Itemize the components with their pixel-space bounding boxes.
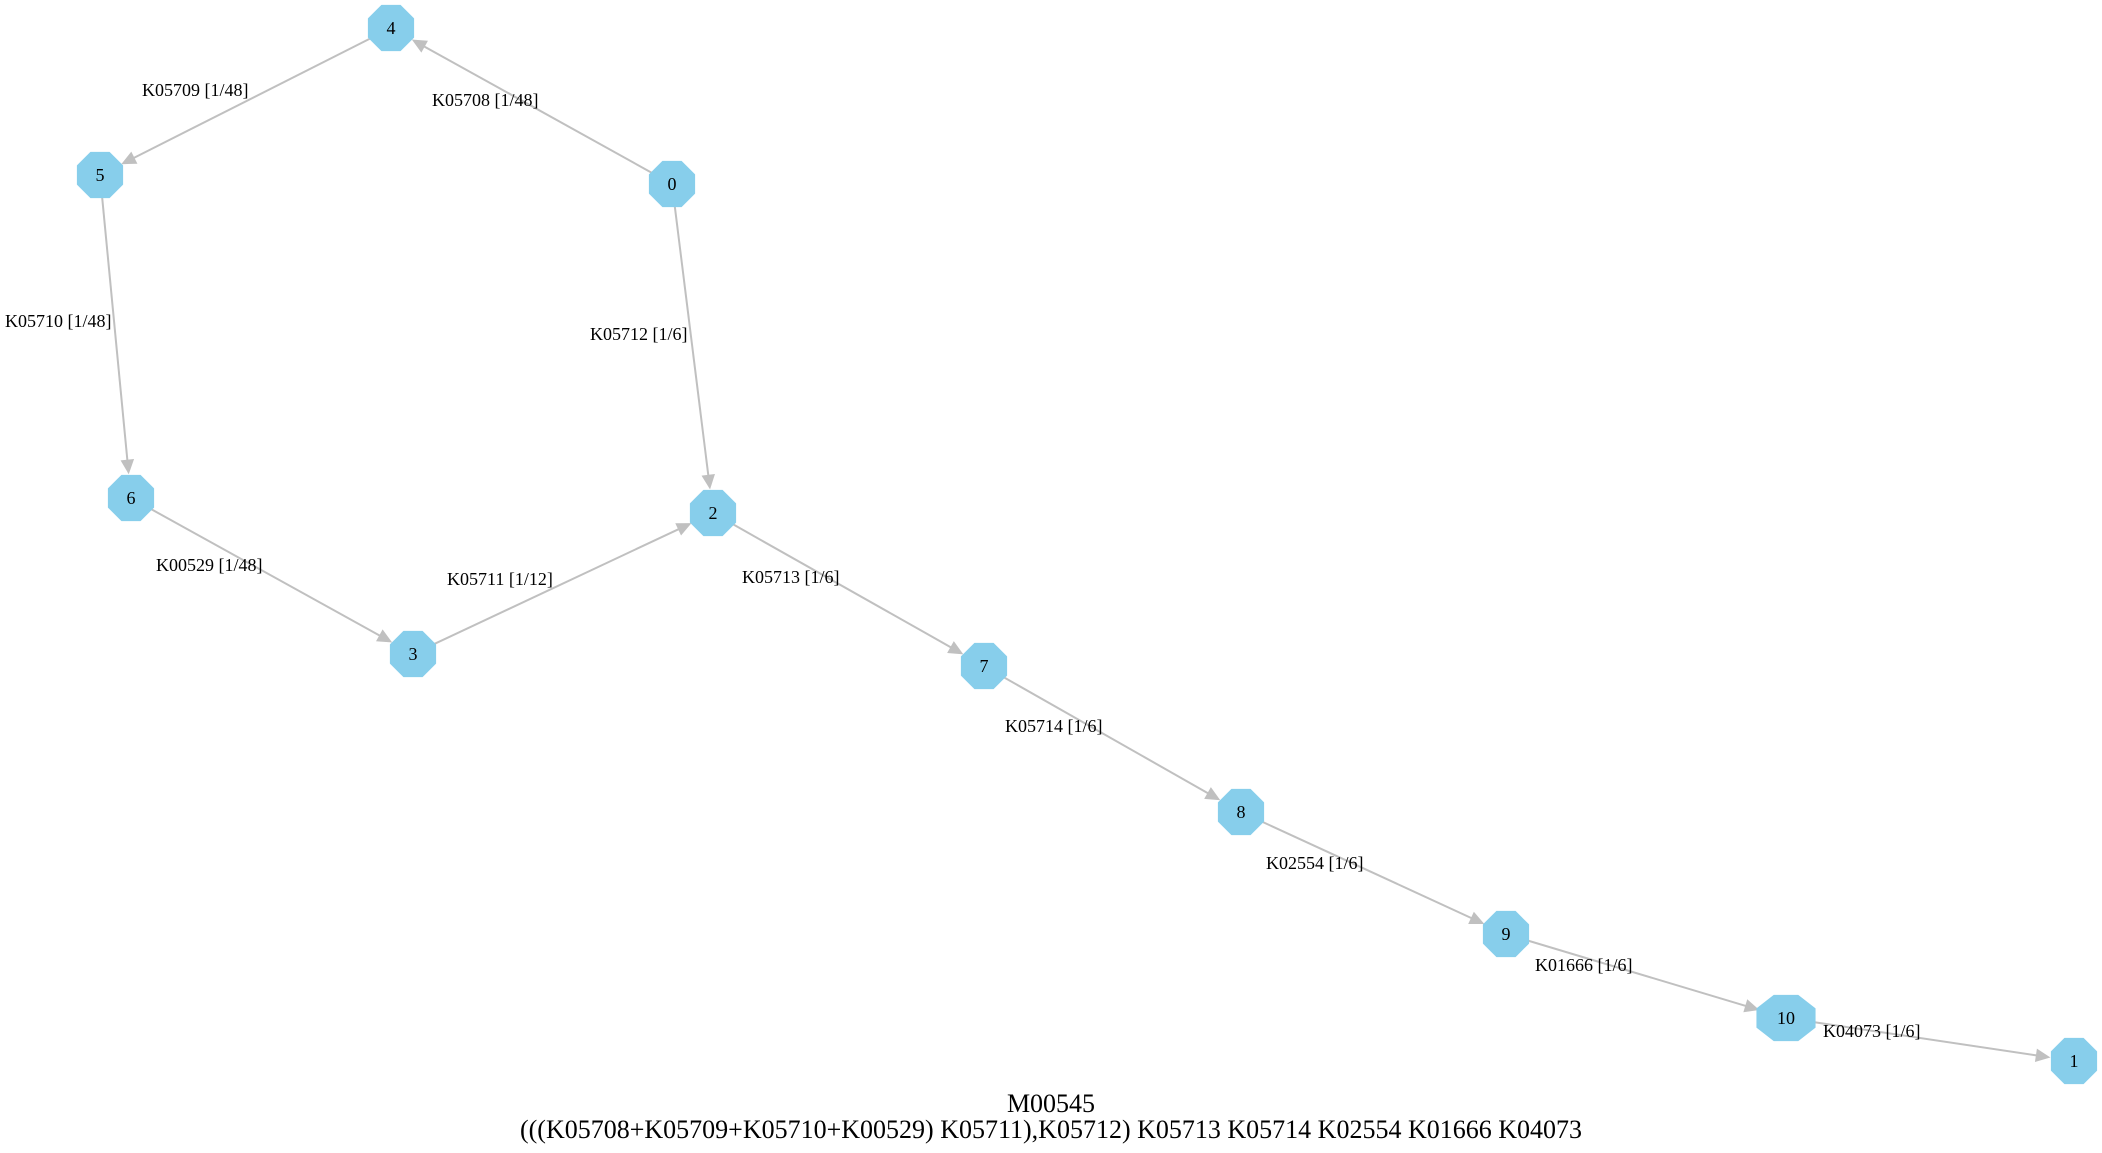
edge-4-5: K05709 [1/48]	[121, 37, 371, 165]
node-shape	[76, 151, 124, 199]
edge-0-2: K05712 [1/6]	[590, 206, 715, 490]
edge-line	[1808, 1020, 2037, 1057]
edges-layer: K05708 [1/48] K05709 [1/48] K05710 [1/48] K…	[5, 37, 2051, 1063]
arrow-head	[2034, 1048, 2051, 1063]
node-3: 3	[389, 630, 437, 678]
node-shape	[1482, 910, 1530, 958]
edge-label: K00529 [1/48]	[156, 555, 263, 575]
node-shape	[367, 4, 415, 52]
edge-label: K05708 [1/48]	[432, 90, 539, 110]
node-shape	[1217, 788, 1265, 836]
node-4: 4	[367, 4, 415, 52]
edge-label: K05712 [1/6]	[590, 324, 688, 344]
arrow-head	[376, 629, 393, 643]
arrow-head	[411, 39, 428, 53]
node-shape	[2050, 1037, 2098, 1085]
edge-label: K05710 [1/48]	[5, 311, 112, 331]
edge-9-10: K01666 [1/6]	[1527, 939, 1760, 1013]
module-title: M00545	[1007, 1089, 1095, 1118]
edge-6-3: K00529 [1/48]	[150, 508, 393, 643]
edge-line	[150, 508, 381, 637]
node-shape	[960, 642, 1008, 690]
edge-line	[133, 37, 371, 159]
edge-line	[1003, 676, 1209, 795]
edge-label: K05711 [1/12]	[447, 569, 553, 589]
node-7: 7	[960, 642, 1008, 690]
edge-line	[423, 45, 653, 174]
edge-0-4: K05708 [1/48]	[411, 39, 653, 174]
node-shape	[648, 160, 696, 208]
arrow-head	[947, 641, 964, 655]
node-0: 0	[648, 160, 696, 208]
edge-line	[673, 206, 710, 476]
module-formula: (((K05708+K05709+K05710+K00529) K05711),…	[520, 1115, 1582, 1144]
node-shape	[107, 474, 155, 522]
arrow-head	[1204, 787, 1221, 801]
edge-label: K01666 [1/6]	[1535, 955, 1633, 975]
nodes-layer: 0 1 2 3 4 5 6 7 8 9 10	[76, 4, 2098, 1085]
edge-line	[1527, 939, 1747, 1007]
node-6: 6	[107, 474, 155, 522]
node-9: 9	[1482, 910, 1530, 958]
node-label: 4	[387, 18, 396, 38]
node-label: 8	[1237, 802, 1246, 822]
arrow-head	[675, 523, 692, 536]
edge-8-9: K02554 [1/6]	[1261, 820, 1485, 925]
node-shape	[689, 489, 737, 537]
node-label: 10	[1777, 1008, 1795, 1028]
arrow-head	[120, 459, 135, 475]
node-label: 9	[1502, 924, 1511, 944]
edge-line	[101, 197, 129, 461]
edge-5-6: K05710 [1/48]	[5, 197, 135, 475]
node-10: 10	[1756, 994, 1816, 1042]
node-5: 5	[76, 151, 124, 199]
edge-line	[433, 528, 680, 646]
node-label: 5	[96, 165, 105, 185]
node-shape	[1756, 994, 1816, 1042]
node-label: 1	[2070, 1051, 2079, 1071]
node-label: 6	[127, 488, 136, 508]
node-shape	[389, 630, 437, 678]
edge-label: K04073 [1/6]	[1823, 1021, 1921, 1041]
edge-2-7: K05713 [1/6]	[732, 523, 964, 655]
node-2: 2	[689, 489, 737, 537]
edge-label: K05709 [1/48]	[142, 80, 249, 100]
edge-label: K05714 [1/6]	[1005, 716, 1103, 736]
edge-3-2: K05711 [1/12]	[433, 523, 692, 646]
node-1: 1	[2050, 1037, 2098, 1085]
arrow-head	[1468, 911, 1485, 925]
node-label: 0	[668, 174, 677, 194]
edge-line	[1261, 820, 1472, 920]
arrow-head	[1743, 999, 1760, 1013]
node-label: 2	[709, 503, 718, 523]
edge-label: K05713 [1/6]	[742, 567, 840, 587]
node-label: 3	[409, 644, 418, 664]
edge-7-8: K05714 [1/6]	[1003, 676, 1221, 801]
node-label: 7	[980, 656, 989, 676]
edge-label: K02554 [1/6]	[1266, 853, 1364, 873]
arrow-head	[121, 151, 138, 165]
node-8: 8	[1217, 788, 1265, 836]
edge-10-1: K04073 [1/6]	[1808, 1020, 2051, 1063]
edge-line	[732, 523, 952, 649]
arrow-head	[701, 473, 715, 490]
